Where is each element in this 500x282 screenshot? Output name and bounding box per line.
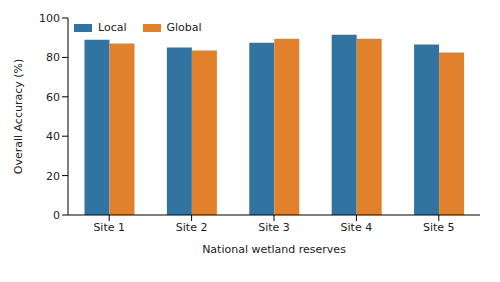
html-text:Local: Local bbox=[98, 21, 127, 34]
svg-text:Site 3: Site 3 bbox=[258, 221, 290, 234]
svg-text:Site 1: Site 1 bbox=[93, 221, 125, 234]
svg-text:Site 4: Site 4 bbox=[341, 221, 373, 234]
svg-text:Site 5: Site 5 bbox=[423, 221, 455, 234]
svg-text:40: 40 bbox=[46, 130, 60, 143]
svg-text:60: 60 bbox=[46, 91, 60, 104]
html-text:Global: Global bbox=[166, 21, 202, 34]
svg-text:20: 20 bbox=[46, 170, 60, 183]
svg-text:0: 0 bbox=[53, 209, 60, 222]
svg-text:National wetland reserves: National wetland reserves bbox=[202, 243, 346, 256]
svg-text:Site 2: Site 2 bbox=[176, 221, 208, 234]
svg-text:80: 80 bbox=[46, 51, 60, 64]
svg-text:100: 100 bbox=[39, 12, 60, 25]
svg-text:Overall Accuracy (%): Overall Accuracy (%) bbox=[12, 59, 25, 175]
